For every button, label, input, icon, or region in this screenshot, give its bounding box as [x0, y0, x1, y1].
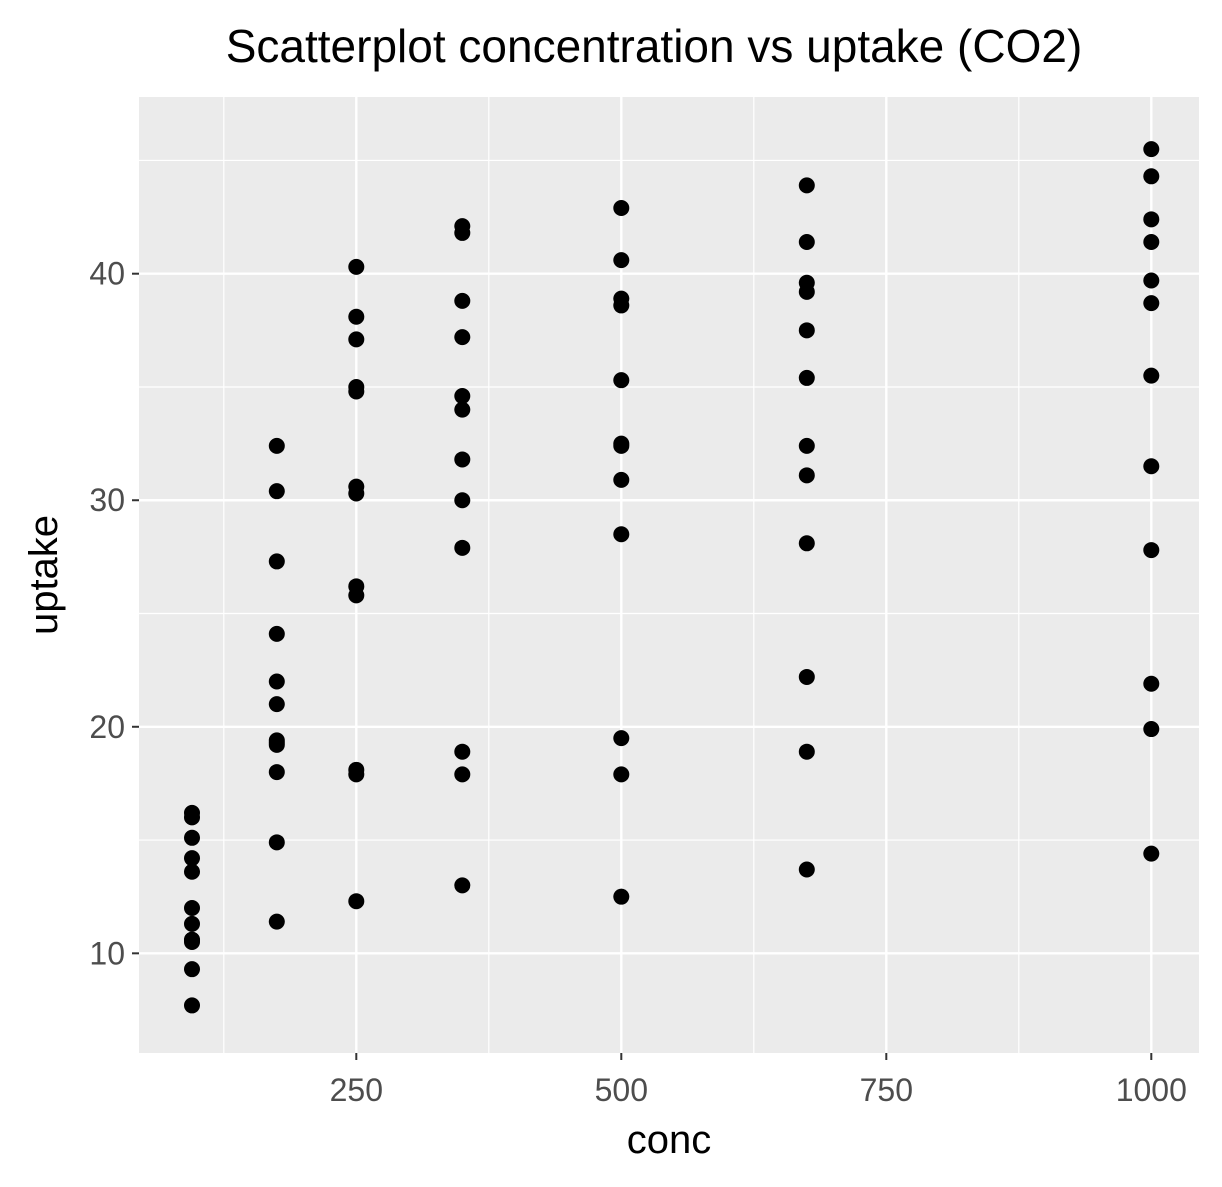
data-point — [184, 961, 200, 978]
data-point — [454, 451, 471, 468]
plot-panel — [139, 97, 1199, 1053]
data-point — [1143, 272, 1160, 289]
data-point — [454, 743, 471, 760]
y-tick-label: 20 — [89, 709, 125, 745]
data-point — [613, 437, 630, 454]
data-point — [348, 383, 365, 400]
data-point — [798, 437, 815, 454]
data-point — [798, 668, 815, 685]
data-point — [798, 283, 815, 300]
data-point — [1143, 367, 1160, 384]
data-point — [1143, 211, 1160, 228]
data-point — [184, 850, 200, 867]
x-tick-label: 500 — [595, 1072, 648, 1108]
data-point — [184, 915, 200, 932]
data-point — [184, 931, 200, 948]
data-point — [268, 625, 285, 642]
data-point — [184, 829, 200, 846]
data-point — [454, 401, 471, 418]
data-point — [268, 764, 285, 781]
data-points — [184, 141, 1160, 1014]
data-point — [268, 913, 285, 930]
data-point — [348, 308, 365, 325]
y-tick-label: 10 — [89, 935, 125, 971]
data-point — [798, 322, 815, 339]
data-point — [268, 483, 285, 500]
data-point — [613, 297, 630, 314]
data-point — [184, 809, 200, 826]
y-axis-title: uptake — [22, 515, 66, 635]
data-point — [798, 369, 815, 386]
data-point — [454, 877, 471, 894]
minor-gridlines — [139, 97, 1199, 1053]
data-point — [1143, 233, 1160, 250]
data-point — [613, 252, 630, 269]
data-point — [613, 730, 630, 747]
data-point — [268, 734, 285, 751]
data-point — [454, 492, 471, 509]
data-point — [1143, 721, 1160, 738]
data-point — [268, 437, 285, 454]
x-tick-label: 750 — [860, 1072, 913, 1108]
data-point — [1143, 675, 1160, 692]
data-point — [613, 888, 630, 905]
data-point — [184, 900, 200, 917]
data-point — [454, 766, 471, 783]
data-point — [454, 329, 471, 346]
y-tick-label: 30 — [89, 482, 125, 518]
data-point — [454, 388, 471, 405]
x-tick-label: 1000 — [1116, 1072, 1187, 1108]
x-tick-label: 250 — [330, 1072, 383, 1108]
data-point — [268, 553, 285, 570]
data-point — [798, 535, 815, 552]
data-point — [613, 200, 630, 217]
data-point — [613, 372, 630, 389]
data-point — [348, 766, 365, 783]
data-point — [613, 526, 630, 543]
data-point — [348, 485, 365, 502]
y-axis-ticks: 10 20 30 40 — [89, 256, 139, 971]
y-tick-label: 40 — [89, 256, 125, 292]
data-point — [268, 673, 285, 690]
data-point — [348, 587, 365, 604]
data-point — [798, 467, 815, 484]
data-point — [798, 743, 815, 760]
data-point — [613, 471, 630, 488]
chart-title: Scatterplot concentration vs uptake (CO2… — [226, 20, 1083, 72]
data-point — [184, 997, 200, 1014]
data-point — [454, 292, 471, 309]
data-point — [268, 834, 285, 851]
data-point — [348, 258, 365, 275]
data-point — [1143, 845, 1160, 862]
data-point — [348, 331, 365, 348]
x-axis-title: conc — [627, 1118, 712, 1162]
data-point — [1143, 458, 1160, 475]
data-point — [454, 224, 471, 241]
data-point — [1143, 168, 1160, 185]
data-point — [1143, 295, 1160, 312]
data-point — [613, 766, 630, 783]
x-axis-ticks: 250 500 750 1000 — [330, 1053, 1187, 1108]
data-point — [1143, 542, 1160, 559]
data-point — [798, 861, 815, 878]
data-point — [798, 177, 815, 194]
data-point — [348, 893, 365, 910]
data-point — [1143, 141, 1160, 158]
data-point — [798, 233, 815, 250]
data-point — [268, 696, 285, 713]
data-point — [184, 863, 200, 880]
data-point — [454, 539, 471, 556]
